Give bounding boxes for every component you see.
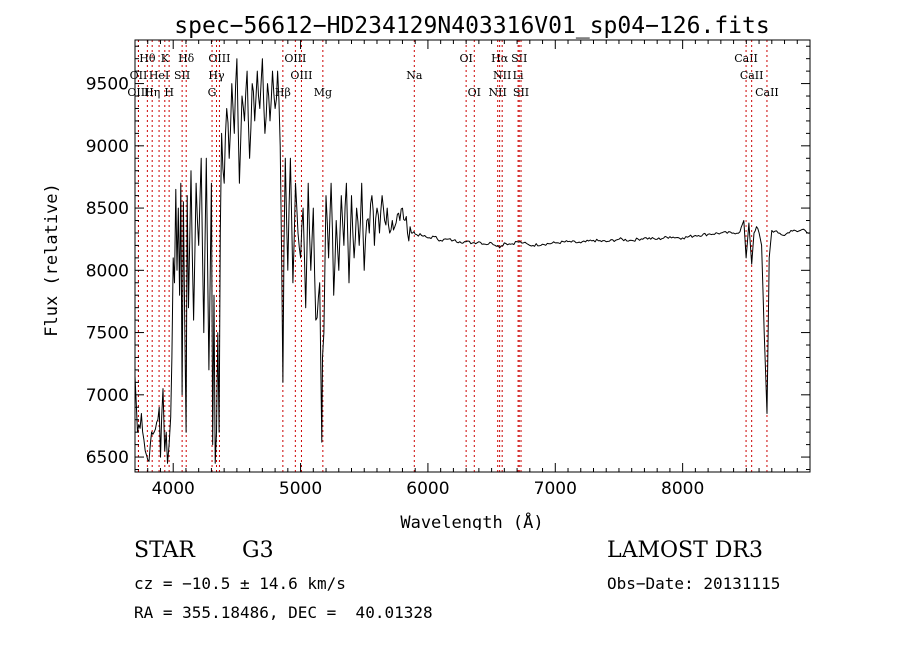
marker-label: G xyxy=(208,86,217,99)
marker-label: CaII xyxy=(740,69,764,82)
marker-label: NII xyxy=(493,69,511,82)
marker-label: K xyxy=(161,52,170,65)
y-tick-label: 8000 xyxy=(86,261,129,281)
spectrum-chart: spec−56612−HD234129N403316V01_sp04−126.f… xyxy=(42,13,811,530)
marker-label: CaII xyxy=(755,86,779,99)
redshift-cz: cz = −10.5 ± 14.6 km/s xyxy=(134,574,346,593)
marker-label: H xyxy=(164,86,174,99)
marker-label: SII xyxy=(511,52,527,65)
plot-frame xyxy=(134,39,811,473)
marker-label: NII xyxy=(489,86,507,99)
marker-label: Hη xyxy=(144,86,160,99)
marker-label: Na xyxy=(406,69,423,82)
marker-label: OIII xyxy=(284,52,306,65)
y-tick-label: 8500 xyxy=(86,199,129,219)
marker-label: OI xyxy=(468,86,481,99)
marker-label: Hα xyxy=(491,52,509,65)
marker-label: OIII xyxy=(290,69,312,82)
x-tick-label: 6000 xyxy=(406,479,449,499)
marker-label: SII xyxy=(174,69,190,82)
marker-label: Mg xyxy=(314,86,332,99)
y-axis-label: Flux (relative) xyxy=(42,183,62,337)
marker-label: OI xyxy=(459,52,472,65)
x-axis-label: Wavelength (Å) xyxy=(400,511,543,530)
x-axis: 4000 5000 6000 7000 8000 xyxy=(134,40,811,499)
marker-label: Hδ xyxy=(178,52,195,65)
marker-label: OIII xyxy=(127,86,149,99)
y-axis: 6500 7000 7500 8000 8500 9000 9500 xyxy=(86,45,810,471)
chart-title: spec−56612−HD234129N403316V01_sp04−126.f… xyxy=(174,13,769,39)
x-tick-label: 5000 xyxy=(279,479,322,499)
ra-dec: RA = 355.18486, DEC = 40.01328 xyxy=(134,603,433,622)
y-tick-label: 7500 xyxy=(86,324,129,344)
y-tick-label: 6500 xyxy=(86,448,129,468)
spectrum-series xyxy=(134,58,811,464)
marker-label: Hθ xyxy=(139,52,156,65)
y-tick-label: 9500 xyxy=(86,75,129,95)
marker-label: Hγ xyxy=(208,69,225,82)
survey-name: LAMOST DR3 xyxy=(607,538,763,563)
marker-label: CaII xyxy=(734,52,758,65)
x-tick-label: 7000 xyxy=(534,479,577,499)
marker-label: OIII xyxy=(208,52,230,65)
marker-label: HeI xyxy=(149,69,169,82)
y-tick-label: 9000 xyxy=(86,137,129,157)
spectrum-line xyxy=(134,58,811,464)
obs-date: Obs−Date: 20131115 xyxy=(607,574,781,593)
x-tick-label: 4000 xyxy=(152,479,195,499)
marker-label: SII xyxy=(513,86,529,99)
subclass: G3 xyxy=(242,538,274,563)
marker-label: Li xyxy=(513,69,524,82)
y-tick-label: 7000 xyxy=(86,386,129,406)
x-tick-label: 8000 xyxy=(661,479,704,499)
object-class: STAR xyxy=(134,538,195,563)
